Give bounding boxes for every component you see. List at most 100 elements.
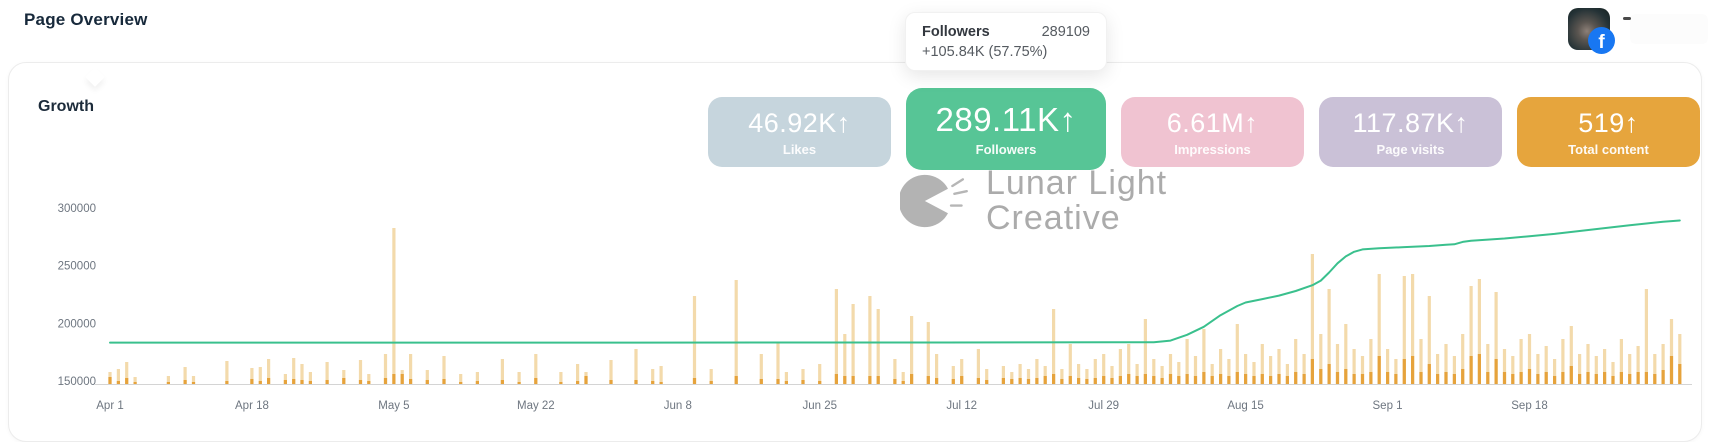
bar-light-segment[interactable] [1202, 329, 1206, 384]
bar-dark-segment[interactable] [308, 381, 312, 384]
bar-dark-segment[interactable] [1168, 374, 1173, 384]
bar-dark-segment[interactable] [759, 379, 763, 384]
bar-dark-segment[interactable] [1619, 372, 1623, 384]
bar-light-segment[interactable] [1436, 354, 1440, 384]
bar-light-segment[interactable] [1411, 274, 1415, 384]
bar-light-segment[interactable] [442, 356, 446, 384]
bar-dark-segment[interactable] [1152, 376, 1156, 384]
bar-dark-segment[interactable] [1569, 366, 1573, 384]
bar-light-segment[interactable] [342, 370, 346, 384]
bar-light-segment[interactable] [910, 316, 914, 384]
bar-dark-segment[interactable] [1110, 378, 1114, 384]
bar-dark-segment[interactable] [1578, 374, 1582, 384]
bar-light-segment[interactable] [609, 360, 613, 384]
bar-light-segment[interactable] [818, 364, 822, 384]
bar-light-segment[interactable] [1152, 359, 1156, 384]
bar-light-segment[interactable] [976, 349, 980, 384]
bar-dark-segment[interactable] [1135, 376, 1139, 384]
bar-dark-segment[interactable] [1402, 359, 1406, 384]
bar-dark-segment[interactable] [1302, 374, 1306, 384]
bar-dark-segment[interactable] [1294, 372, 1298, 384]
bar-light-segment[interactable] [1561, 339, 1565, 384]
bar-light-segment[interactable] [868, 296, 872, 384]
bar-dark-segment[interactable] [1344, 369, 1348, 384]
bar-light-segment[interactable] [734, 280, 738, 384]
bar-light-segment[interactable] [759, 354, 763, 384]
bar-light-segment[interactable] [1127, 344, 1131, 384]
bar-light-segment[interactable] [1352, 349, 1356, 384]
bar-light-segment[interactable] [367, 374, 371, 384]
bar-light-segment[interactable] [392, 228, 396, 384]
bar-dark-segment[interactable] [1260, 374, 1264, 384]
bar-dark-segment[interactable] [1160, 378, 1164, 384]
bar-light-segment[interactable] [985, 369, 989, 384]
bar-light-segment[interactable] [1628, 354, 1632, 384]
bar-light-segment[interactable] [1461, 334, 1465, 384]
bar-dark-segment[interactable] [1127, 374, 1131, 384]
bar-light-segment[interactable] [1536, 354, 1540, 384]
bar-light-segment[interactable] [559, 372, 563, 384]
bar-dark-segment[interactable] [1219, 374, 1223, 384]
bar-dark-segment[interactable] [1202, 372, 1206, 384]
bar-light-segment[interactable] [1260, 344, 1264, 384]
bar-dark-segment[interactable] [1001, 378, 1005, 384]
bar-light-segment[interactable] [1427, 296, 1431, 384]
bar-light-segment[interactable] [1219, 349, 1223, 384]
bar-light-segment[interactable] [1502, 349, 1507, 384]
bar-dark-segment[interactable] [1277, 374, 1281, 384]
bar-light-segment[interactable] [191, 376, 196, 384]
bar-dark-segment[interactable] [734, 376, 738, 384]
bar-dark-segment[interactable] [1185, 374, 1189, 384]
bar-dark-segment[interactable] [1227, 376, 1231, 384]
bar-dark-segment[interactable] [392, 374, 396, 384]
bar-light-segment[interactable] [1603, 349, 1607, 384]
bar-dark-segment[interactable] [901, 381, 905, 384]
bar-light-segment[interactable] [1277, 349, 1281, 384]
stat-card-likes[interactable]: 46.92K↑ Likes [708, 97, 891, 167]
bar-light-segment[interactable] [1310, 254, 1314, 384]
bar-dark-segment[interactable] [1285, 376, 1289, 384]
bar-light-segment[interactable] [125, 362, 129, 384]
bar-light-segment[interactable] [1678, 334, 1682, 384]
bar-dark-segment[interactable] [1477, 354, 1481, 384]
bar-light-segment[interactable] [225, 361, 229, 384]
bar-light-segment[interactable] [116, 369, 120, 384]
bar-light-segment[interactable] [133, 377, 137, 384]
bar-light-segment[interactable] [1452, 356, 1456, 384]
bar-dark-segment[interactable] [1235, 372, 1239, 384]
bar-light-segment[interactable] [425, 370, 429, 384]
stat-card-impressions[interactable]: 6.61M↑ Impressions [1121, 97, 1304, 167]
bar-light-segment[interactable] [1193, 356, 1198, 384]
bar-dark-segment[interactable] [1502, 372, 1507, 384]
bar-dark-segment[interactable] [1636, 372, 1640, 384]
bar-dark-segment[interactable] [1143, 374, 1147, 384]
bar-dark-segment[interactable] [776, 379, 780, 384]
bar-dark-segment[interactable] [910, 374, 914, 384]
bar-light-segment[interactable] [1578, 354, 1582, 384]
bar-light-segment[interactable] [1394, 359, 1398, 384]
bar-light-segment[interactable] [1143, 319, 1147, 384]
bar-dark-segment[interactable] [1369, 372, 1373, 384]
bar-dark-segment[interactable] [442, 379, 446, 384]
bar-light-segment[interactable] [1519, 339, 1523, 384]
bar-dark-segment[interactable] [1644, 372, 1648, 384]
bar-dark-segment[interactable] [1360, 374, 1365, 384]
bar-dark-segment[interactable] [1210, 376, 1214, 384]
bar-dark-segment[interactable] [1427, 364, 1431, 384]
bar-light-segment[interactable] [1419, 339, 1423, 384]
bar-dark-segment[interactable] [651, 381, 655, 384]
bar-dark-segment[interactable] [1419, 372, 1423, 384]
bar-light-segment[interactable] [1402, 276, 1406, 384]
bar-dark-segment[interactable] [400, 374, 404, 384]
bar-light-segment[interactable] [1085, 369, 1089, 384]
bar-dark-segment[interactable] [1436, 374, 1440, 384]
bar-light-segment[interactable] [651, 369, 655, 384]
bar-dark-segment[interactable] [893, 379, 897, 384]
bar-dark-segment[interactable] [300, 380, 304, 384]
bar-light-segment[interactable] [951, 366, 955, 384]
bar-dark-segment[interactable] [1661, 370, 1665, 384]
bar-light-segment[interactable] [1327, 289, 1331, 384]
bar-dark-segment[interactable] [409, 379, 413, 384]
bar-dark-segment[interactable] [935, 378, 939, 384]
bar-dark-segment[interactable] [1561, 372, 1565, 384]
